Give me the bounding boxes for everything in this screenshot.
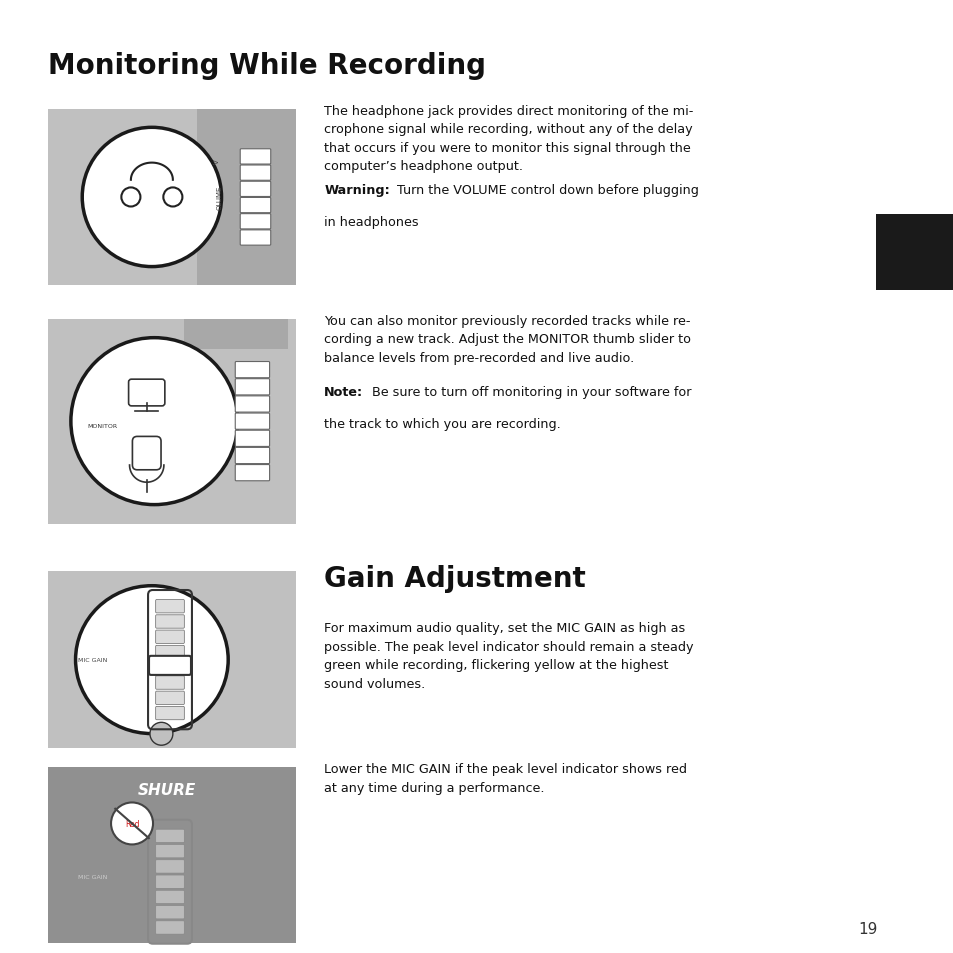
Text: For maximum audio quality, set the MIC GAIN as high as
possible. The peak level : For maximum audio quality, set the MIC G… xyxy=(324,621,693,690)
Text: Note:: Note: xyxy=(324,386,363,399)
FancyBboxPatch shape xyxy=(155,844,184,858)
Text: in headphones: in headphones xyxy=(324,215,418,229)
FancyBboxPatch shape xyxy=(240,182,271,197)
Text: MONITOR: MONITOR xyxy=(87,424,117,429)
FancyBboxPatch shape xyxy=(155,600,184,614)
FancyBboxPatch shape xyxy=(155,875,184,888)
FancyBboxPatch shape xyxy=(155,692,184,705)
Text: Lower the MIC GAIN if the peak level indicator shows red
at any time during a pe: Lower the MIC GAIN if the peak level ind… xyxy=(324,762,687,794)
Text: Be sure to turn off monitoring in your software for: Be sure to turn off monitoring in your s… xyxy=(368,386,691,399)
FancyBboxPatch shape xyxy=(235,396,270,413)
Text: SHURE: SHURE xyxy=(137,782,195,798)
FancyBboxPatch shape xyxy=(240,166,271,181)
FancyBboxPatch shape xyxy=(155,707,184,720)
FancyBboxPatch shape xyxy=(155,646,184,659)
FancyBboxPatch shape xyxy=(235,465,270,481)
Bar xyxy=(48,767,295,943)
Bar xyxy=(48,319,295,524)
FancyBboxPatch shape xyxy=(235,362,270,378)
FancyBboxPatch shape xyxy=(240,231,271,246)
Bar xyxy=(184,319,288,350)
Text: The headphone jack provides direct monitoring of the mi-
crophone signal while r: The headphone jack provides direct monit… xyxy=(324,105,693,173)
Text: V: V xyxy=(214,159,220,164)
Ellipse shape xyxy=(75,586,228,734)
Text: 19: 19 xyxy=(858,921,877,936)
FancyBboxPatch shape xyxy=(155,829,184,842)
FancyBboxPatch shape xyxy=(155,661,184,675)
FancyBboxPatch shape xyxy=(155,860,184,873)
Text: Turn the VOLUME control down before plugging: Turn the VOLUME control down before plug… xyxy=(393,184,699,197)
Text: MIC GAIN: MIC GAIN xyxy=(77,658,107,662)
FancyBboxPatch shape xyxy=(235,379,270,395)
FancyBboxPatch shape xyxy=(155,890,184,903)
FancyBboxPatch shape xyxy=(155,677,184,690)
Bar xyxy=(48,572,295,748)
Text: the track to which you are recording.: the track to which you are recording. xyxy=(324,417,560,431)
Text: Monitoring While Recording: Monitoring While Recording xyxy=(48,52,485,80)
FancyBboxPatch shape xyxy=(240,214,271,230)
Text: Red: Red xyxy=(125,819,139,828)
Ellipse shape xyxy=(71,338,237,505)
Text: You can also monitor previously recorded tracks while re-
cording a new track. A: You can also monitor previously recorded… xyxy=(324,314,691,364)
FancyBboxPatch shape xyxy=(240,150,271,165)
FancyBboxPatch shape xyxy=(155,921,184,934)
Circle shape xyxy=(82,129,221,268)
Text: MIC GAIN: MIC GAIN xyxy=(77,874,107,879)
Bar xyxy=(196,110,295,286)
FancyBboxPatch shape xyxy=(155,616,184,629)
Bar xyxy=(875,214,953,291)
Circle shape xyxy=(111,802,152,844)
Text: Gain Adjustment: Gain Adjustment xyxy=(324,564,585,592)
FancyBboxPatch shape xyxy=(235,414,270,430)
FancyBboxPatch shape xyxy=(149,657,191,675)
Circle shape xyxy=(150,722,172,745)
Bar xyxy=(48,110,295,286)
FancyBboxPatch shape xyxy=(235,448,270,464)
FancyBboxPatch shape xyxy=(155,905,184,919)
FancyBboxPatch shape xyxy=(240,198,271,213)
Text: OLUME: OLUME xyxy=(217,186,223,210)
FancyBboxPatch shape xyxy=(235,431,270,447)
Text: Warning:: Warning: xyxy=(324,184,390,197)
FancyBboxPatch shape xyxy=(155,631,184,644)
